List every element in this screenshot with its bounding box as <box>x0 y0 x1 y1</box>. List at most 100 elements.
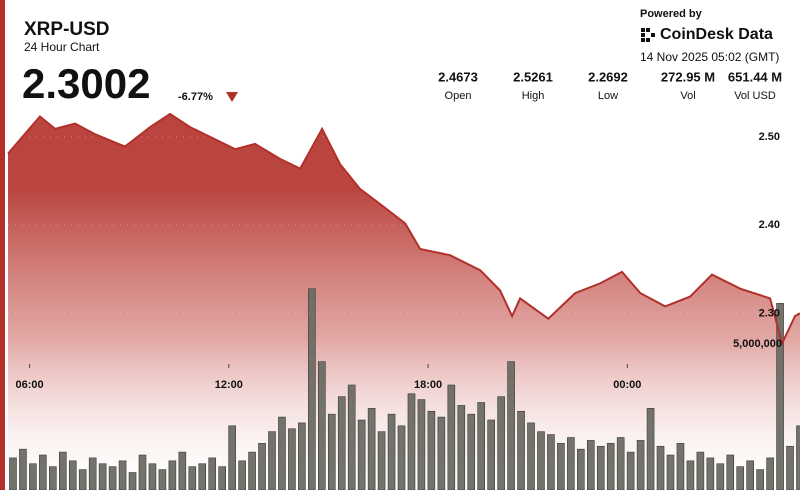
volume-bar <box>327 413 336 490</box>
volume-bar <box>178 451 187 490</box>
volume-bar <box>557 443 565 490</box>
volume-bar <box>457 405 466 490</box>
volume-bar <box>188 466 197 490</box>
y2-tick-label: 5,000,000 <box>733 338 782 350</box>
volume-bar <box>626 451 635 490</box>
volume-bar <box>377 431 386 490</box>
volume-bar <box>786 445 794 490</box>
volume-bar <box>726 454 735 490</box>
volume-bar <box>676 443 685 490</box>
volume-bar <box>666 454 675 490</box>
powered-by: Powered by <box>640 8 703 20</box>
volume-bar <box>407 393 416 490</box>
subtitle: 24 Hour Chart <box>24 40 100 54</box>
volume-bar <box>258 443 266 490</box>
volume-bar <box>517 410 525 490</box>
volume-bar <box>447 384 456 490</box>
volume-bar <box>88 457 97 490</box>
volume-bar <box>168 460 177 490</box>
plot: 2.30 2.40 2.50 5,000,000 06:00 12:00 18:00 00:0… <box>7 112 800 490</box>
volume-bar <box>138 454 147 490</box>
stat-value: 2.5261 <box>513 69 553 84</box>
stat-label: High <box>522 90 545 102</box>
stat-label: Vol USD <box>734 90 776 102</box>
x-tick-label: 06:00 <box>16 379 44 391</box>
volume-bar <box>337 396 346 490</box>
volume-bar <box>537 431 545 490</box>
volume-bar <box>158 469 167 490</box>
volume-bar <box>238 460 246 490</box>
volume-bar <box>746 460 754 490</box>
volume-bar <box>318 361 326 490</box>
volume-bar <box>198 463 207 490</box>
volume-bar <box>437 416 446 490</box>
volume-bar <box>427 410 436 490</box>
volume-bar <box>387 413 396 490</box>
volume-bar <box>218 466 226 490</box>
volume-bar <box>756 469 764 490</box>
volume-bar <box>716 463 725 490</box>
stat-label: Vol <box>680 90 695 102</box>
volume-bar <box>417 399 426 490</box>
price-area <box>8 113 800 490</box>
volume-bar <box>497 396 505 490</box>
volume-bar <box>128 472 137 490</box>
volume-bar <box>98 463 107 490</box>
x-tick-label: 12:00 <box>215 379 243 391</box>
down-arrow <box>226 92 238 102</box>
volume-bar <box>776 303 784 490</box>
volume-bar <box>606 443 615 490</box>
volume-bar <box>736 466 745 490</box>
volume-bar <box>118 460 127 490</box>
price: 2.3002 <box>22 60 150 107</box>
volume-bar <box>208 457 217 490</box>
stats: 2.4673 Open 2.5261 High 2.2692 Low 272.95 M Vol… <box>438 69 782 101</box>
volume-bar <box>567 437 575 490</box>
volume-bar <box>308 288 316 490</box>
edge-bar <box>0 0 5 490</box>
volume-bar <box>596 445 605 490</box>
volume-bar <box>636 440 645 490</box>
volume-bar <box>646 408 655 490</box>
volume-bar <box>696 451 705 490</box>
volume-bar <box>9 457 17 490</box>
brand-name: CoinDesk Data <box>660 26 773 43</box>
volume-bar <box>347 384 356 490</box>
volume-bar <box>656 445 665 490</box>
stat-label: Open <box>445 90 472 102</box>
branding: Powered by CoinDesk Data 14 Nov 2025 05:… <box>640 8 779 64</box>
stat-label: Low <box>598 90 618 102</box>
volume-bar <box>298 422 306 490</box>
volume-bar <box>228 425 236 490</box>
timestamp: 14 Nov 2025 05:02 (GMT) <box>640 50 779 64</box>
title: XRP-USD <box>24 19 110 40</box>
volume-bar <box>477 402 486 490</box>
volume-bar <box>706 457 715 490</box>
volume-bar <box>148 463 157 490</box>
stat-value: 272.95 M <box>661 69 715 84</box>
volume-bar <box>268 431 276 490</box>
volume-bar <box>467 413 476 490</box>
volume-bar <box>29 463 37 490</box>
volume-bar <box>766 457 774 490</box>
volume-bar <box>686 460 695 490</box>
volume-bar <box>68 460 77 490</box>
volume-bar <box>397 425 406 490</box>
volume-bar <box>39 454 47 490</box>
header: XRP-USD 24 Hour Chart 2.3002 -6.77% <box>22 19 238 107</box>
x-tick-label: 18:00 <box>414 379 442 391</box>
y-tick-label: 2.40 <box>759 219 780 231</box>
volume-bar <box>78 469 87 490</box>
price-line <box>7 112 800 347</box>
volume-bar <box>288 428 296 490</box>
volume-bar <box>357 419 366 490</box>
volume-bar <box>547 434 555 490</box>
change: -6.77% <box>178 91 213 103</box>
volume-bar <box>527 422 535 490</box>
volume-bar <box>616 437 625 490</box>
logo-icon <box>641 28 655 42</box>
y-tick-label: 2.50 <box>759 131 780 143</box>
stat-value: 651.44 M <box>728 69 782 84</box>
